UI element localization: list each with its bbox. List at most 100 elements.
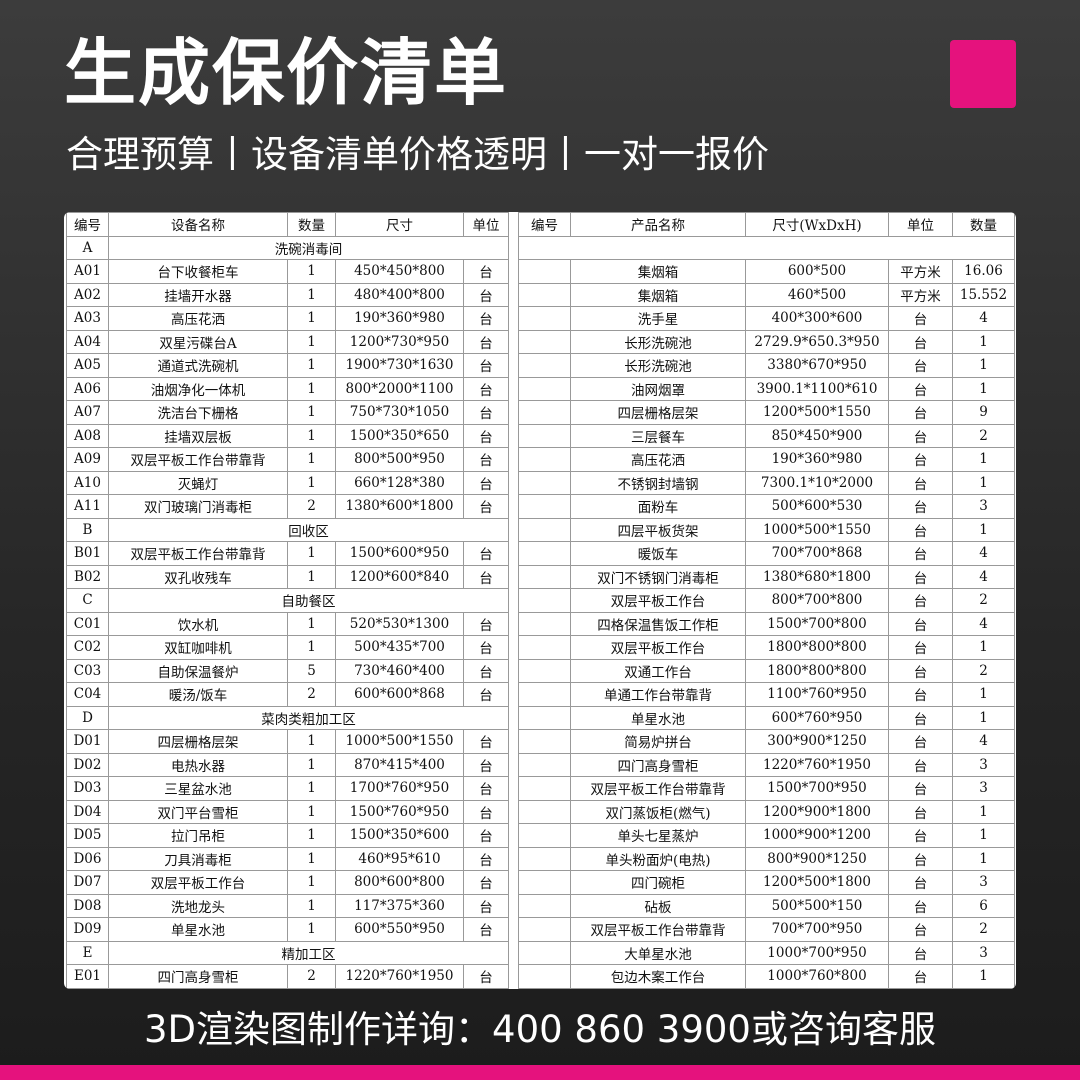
cell: 500*500*150 — [745, 893, 889, 918]
cell: 16.06 — [952, 259, 1015, 284]
code-cell: A — [66, 235, 109, 260]
cell: 油网烟罩 — [570, 376, 746, 401]
code-cell: E01 — [66, 964, 109, 989]
cell: 台 — [888, 611, 953, 636]
cell: 台 — [888, 376, 953, 401]
item-row: C01 饮水机 1 520*530*1300 台 — [66, 611, 509, 636]
cell: 台 — [888, 752, 953, 777]
header-cell: 单位 — [463, 212, 509, 237]
code-cell — [518, 964, 571, 989]
cell: 单头七星蒸炉 — [570, 823, 746, 848]
code-cell — [518, 705, 571, 730]
item-row: 四门高身雪柜 1220*760*1950 台 3 — [518, 752, 1015, 777]
item-row: 高压花洒 190*360*980 台 1 — [518, 447, 1015, 472]
item-row: A07 洗洁台下栅格 1 750*730*1050 台 — [66, 400, 509, 425]
code-cell: A09 — [66, 447, 109, 472]
code-cell: D04 — [66, 799, 109, 824]
section-row: B 回收区 — [66, 517, 509, 542]
code-cell: E — [66, 940, 109, 965]
cell: 1 — [287, 353, 336, 378]
cell: 1 — [952, 517, 1015, 542]
cell: 800*500*950 — [335, 447, 464, 472]
cell: 300*900*1250 — [745, 729, 889, 754]
code-cell — [518, 517, 571, 542]
cell: 1 — [952, 353, 1015, 378]
cell: 1200*730*950 — [335, 329, 464, 354]
cell: 电热水器 — [108, 752, 288, 777]
cell: 台 — [888, 494, 953, 519]
cell: 190*360*980 — [335, 306, 464, 331]
item-row: 集烟箱 600*500 平方米 16.06 — [518, 259, 1015, 284]
cell: 450*450*800 — [335, 259, 464, 284]
cell: 台 — [888, 564, 953, 589]
code-cell — [518, 376, 571, 401]
cell: 暖饭车 — [570, 541, 746, 566]
cell: 双层平板工作台 — [570, 588, 746, 613]
code-cell — [518, 893, 571, 918]
item-row: D07 双层平板工作台 1 800*600*800 台 — [66, 870, 509, 895]
code-cell — [518, 729, 571, 754]
header-cell: 单位 — [888, 212, 953, 237]
code-cell — [518, 447, 571, 472]
code-cell — [518, 917, 571, 942]
header-cell: 编号 — [518, 212, 571, 237]
cell: 双层平板工作台带靠背 — [108, 541, 288, 566]
cell: 洗碗消毒间 — [108, 235, 509, 260]
cell: 台 — [888, 541, 953, 566]
cell: 15.552 — [952, 282, 1015, 307]
cell: 4 — [952, 541, 1015, 566]
cell: 台 — [463, 423, 509, 448]
cell: 1500*700*950 — [745, 776, 889, 801]
cell: 台 — [888, 329, 953, 354]
cell: 800*2000*1100 — [335, 376, 464, 401]
code-cell: A02 — [66, 282, 109, 307]
cell: 4 — [952, 611, 1015, 636]
cell: 2 — [287, 494, 336, 519]
cell: 台 — [463, 823, 509, 848]
header-cell: 尺寸 — [335, 212, 464, 237]
cell: 1 — [952, 682, 1015, 707]
cell: 1200*500*1800 — [745, 870, 889, 895]
cell: 双通工作台 — [570, 658, 746, 683]
cell: 1 — [287, 635, 336, 660]
cell: 1 — [952, 376, 1015, 401]
cell: 台 — [888, 447, 953, 472]
item-row: D04 双门平台雪柜 1 1500*760*950 台 — [66, 799, 509, 824]
cell: 1 — [287, 447, 336, 472]
cell: 1000*900*1200 — [745, 823, 889, 848]
cell: 2 — [952, 423, 1015, 448]
cell: 700*700*950 — [745, 917, 889, 942]
cell: 2 — [287, 964, 336, 989]
cell: 800*900*1250 — [745, 846, 889, 871]
cell: 单星水池 — [108, 917, 288, 942]
cell: 1 — [287, 564, 336, 589]
cell: 1000*500*1550 — [335, 729, 464, 754]
cell: 1 — [287, 846, 336, 871]
cell: 双门不锈钢门消毒柜 — [570, 564, 746, 589]
cell: 台 — [463, 658, 509, 683]
item-row: D06 刀具消毒柜 1 460*95*610 台 — [66, 846, 509, 871]
item-row: 双层平板工作台 800*700*800 台 2 — [518, 588, 1015, 613]
cell: 台 — [888, 964, 953, 989]
section-row: A 洗碗消毒间 — [66, 235, 509, 260]
cell: 双层平板工作台 — [108, 870, 288, 895]
cell: 高压花洒 — [570, 447, 746, 472]
cell: 不锈钢封墙钢 — [570, 470, 746, 495]
code-cell: D08 — [66, 893, 109, 918]
footer: 3D渲染图制作详询：400 860 3900或咨询客服 — [144, 1008, 936, 1051]
cell: 520*530*1300 — [335, 611, 464, 636]
section-row: C 自助餐区 — [66, 588, 509, 613]
cell: 1900*730*1630 — [335, 353, 464, 378]
code-cell — [518, 282, 571, 307]
cell: 台 — [463, 611, 509, 636]
code-cell: D05 — [66, 823, 109, 848]
cell: 600*550*950 — [335, 917, 464, 942]
code-cell: A06 — [66, 376, 109, 401]
cell: 暖汤/饭车 — [108, 682, 288, 707]
item-row: 洗手星 400*300*600 台 4 — [518, 306, 1015, 331]
code-cell — [518, 494, 571, 519]
cell: 9 — [952, 400, 1015, 425]
cell: 1 — [952, 799, 1015, 824]
cell: 1380*680*1800 — [745, 564, 889, 589]
